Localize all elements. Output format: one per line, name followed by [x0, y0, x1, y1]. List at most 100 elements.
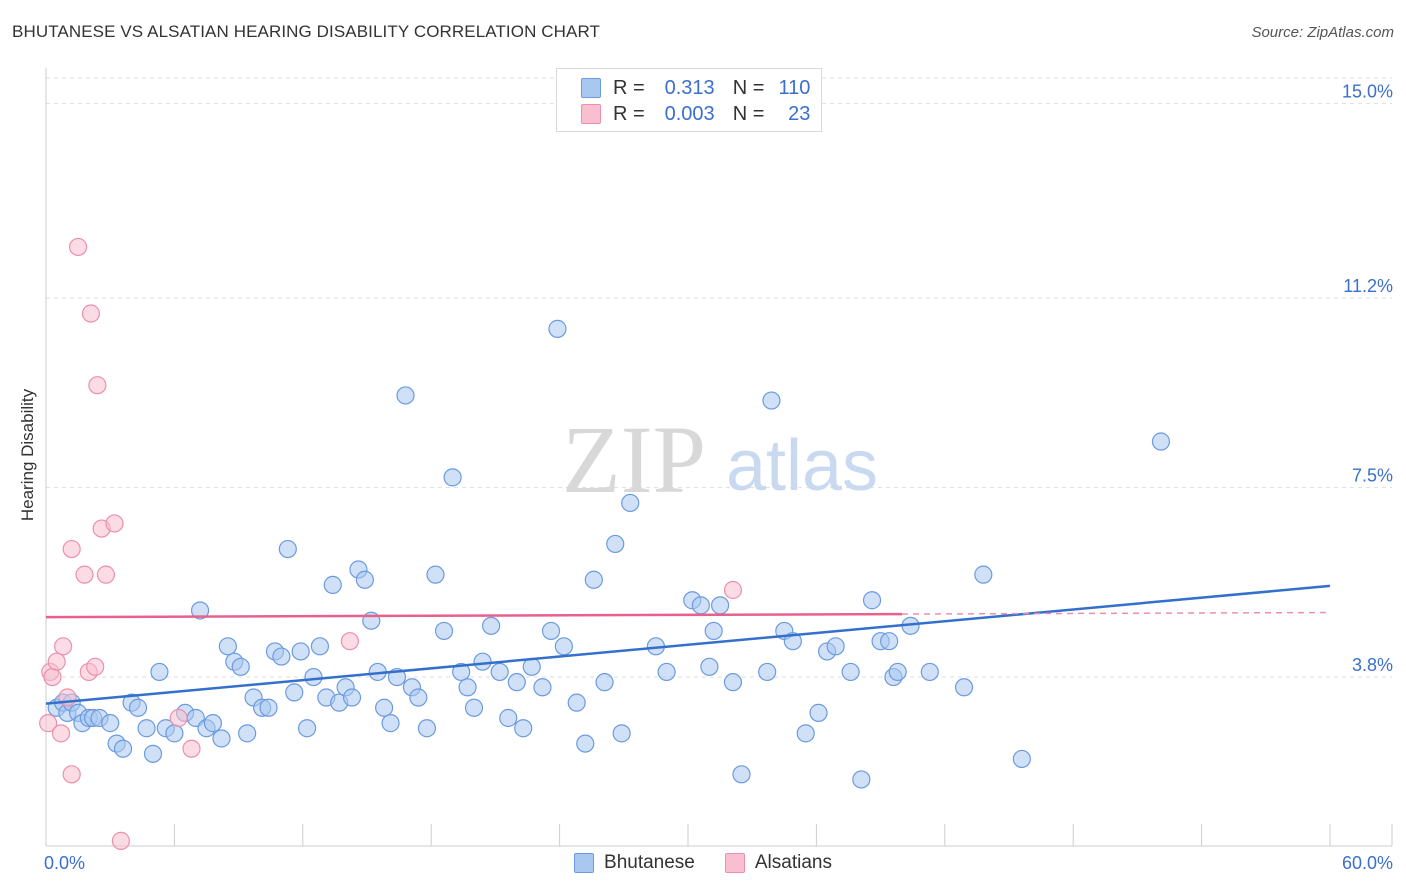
alsatian-point — [47, 652, 66, 671]
alsatian-point — [75, 565, 94, 584]
bhutanese-point — [554, 637, 573, 656]
bhutanese-point — [482, 616, 501, 635]
bhutanese-point — [458, 678, 477, 697]
bhutanese-point — [143, 744, 163, 763]
bhutanese-point — [490, 662, 509, 682]
bhutanese-point — [606, 534, 625, 554]
bhutanese-point — [113, 739, 133, 758]
legend-item-alsatians[interactable]: Alsatians — [724, 852, 832, 874]
bhutanese-point — [584, 570, 603, 589]
trend-lines — [45, 584, 1331, 705]
y-tick-label: 11.2% — [1343, 276, 1393, 296]
bhutanese-point — [396, 386, 415, 405]
correlation-legend: R = 0.313 N = 110 R = 0.003 N = 23 — [556, 68, 822, 132]
legend-n-value: 110 — [778, 76, 811, 99]
bhutanese-point — [567, 693, 586, 712]
alsatian-point — [723, 580, 743, 600]
legend-label-alsatians: Alsatians — [754, 852, 832, 873]
alsatian-point — [86, 657, 105, 676]
grid-lines — [46, 77, 1392, 678]
bhutanese-point — [297, 719, 317, 738]
bhutanese-point — [888, 662, 907, 682]
bhutanese-point — [443, 468, 462, 487]
bhutanese-point — [272, 647, 291, 666]
alsatian-point — [51, 724, 71, 743]
legend-r-label: R = — [613, 76, 645, 99]
y-tick-label: 15.0% — [1342, 82, 1393, 102]
bhutanese-point — [1151, 432, 1171, 451]
bhutanese-trend-line — [45, 584, 1331, 705]
alsatian-point — [68, 237, 88, 257]
bhutanese-point — [826, 637, 845, 656]
alsatian-point — [105, 514, 124, 533]
chart-title: BHUTANESE VS ALSATIAN HEARING DISABILITY… — [12, 22, 601, 41]
bhutanese-point — [762, 391, 781, 410]
bhutanese-point — [880, 632, 899, 651]
legend-n-label: N = — [732, 76, 765, 99]
bhutanese-point — [595, 673, 614, 692]
series-legend: Bhutanese Alsatians — [0, 852, 1406, 874]
bhutanese-point — [704, 621, 723, 641]
bhutanese-point — [657, 662, 676, 682]
bhutanese-point — [291, 642, 310, 661]
bhutanese-point — [137, 719, 156, 738]
alsatian-swatch — [581, 104, 601, 124]
legend-item-bhutanese[interactable]: Bhutanese — [574, 852, 695, 874]
alsatian-point — [340, 632, 359, 651]
watermark-atlas: atlas — [726, 426, 878, 506]
bhutanese-point — [464, 698, 484, 717]
bhutanese-swatch — [574, 853, 595, 873]
legend-row-alsatians: R = 0.003 N = 23 — [581, 101, 810, 127]
bhutanese-point — [710, 596, 730, 615]
bhutanese-point — [974, 565, 993, 584]
bhutanese-point — [238, 724, 257, 743]
alsatian-point — [88, 376, 107, 395]
alsatian-trend-extension — [901, 611, 1331, 615]
alsatian-point — [54, 637, 73, 656]
bhutanese-point — [548, 319, 567, 338]
alsatian-point — [39, 714, 58, 733]
y-tick-label: 7.5% — [1352, 466, 1393, 486]
legend-row-bhutanese: R = 0.313 N = 110 — [581, 75, 810, 101]
x-tick-label: 60.0% — [1342, 853, 1393, 873]
bhutanese-point — [381, 714, 400, 733]
bhutanese-point — [841, 662, 860, 682]
tick-labels: 3.8% 7.5% 11.2% 15.0% 0.0% 60.0% — [44, 82, 1393, 873]
bhutanese-point — [758, 662, 777, 682]
bhutanese-point — [128, 698, 148, 717]
bhutanese-point — [342, 688, 362, 707]
bhutanese-point — [809, 703, 828, 722]
bhutanese-point — [1012, 749, 1031, 769]
alsatian-trend-line — [45, 612, 903, 619]
bhutanese-point — [783, 632, 802, 651]
bhutanese-point — [150, 662, 169, 682]
alsatian-point — [111, 831, 131, 850]
bhutanese-point — [101, 714, 120, 733]
legend-r-value: 0.313 — [664, 76, 715, 99]
bhutanese-point — [304, 667, 323, 687]
bhutanese-point — [259, 698, 278, 717]
bhutanese-point — [426, 565, 445, 584]
legend-r-value: 0.003 — [664, 102, 715, 125]
bhutanese-point — [375, 698, 394, 717]
bhutanese-point — [691, 596, 710, 615]
alsatian-point — [96, 565, 116, 584]
bhutanese-point — [507, 673, 526, 692]
bhutanese-point — [796, 724, 815, 743]
bhutanese-point — [732, 765, 751, 784]
legend-n-label: N = — [732, 102, 765, 125]
alsatian-point — [62, 765, 81, 784]
alsatian-point — [182, 739, 201, 758]
bhutanese-point — [355, 570, 374, 589]
alsatian-point — [81, 304, 101, 323]
legend-label-bhutanese: Bhutanese — [604, 852, 695, 873]
bhutanese-point — [473, 652, 492, 671]
bhutanese-point — [190, 601, 210, 620]
y-tick-label: 3.8% — [1352, 655, 1393, 675]
bhutanese-point — [533, 678, 552, 697]
bhutanese-point — [310, 637, 330, 656]
bhutanese-point — [278, 539, 297, 559]
bhutanese-point — [862, 591, 882, 610]
bhutanese-point — [218, 637, 237, 656]
bhutanese-point — [514, 719, 533, 738]
